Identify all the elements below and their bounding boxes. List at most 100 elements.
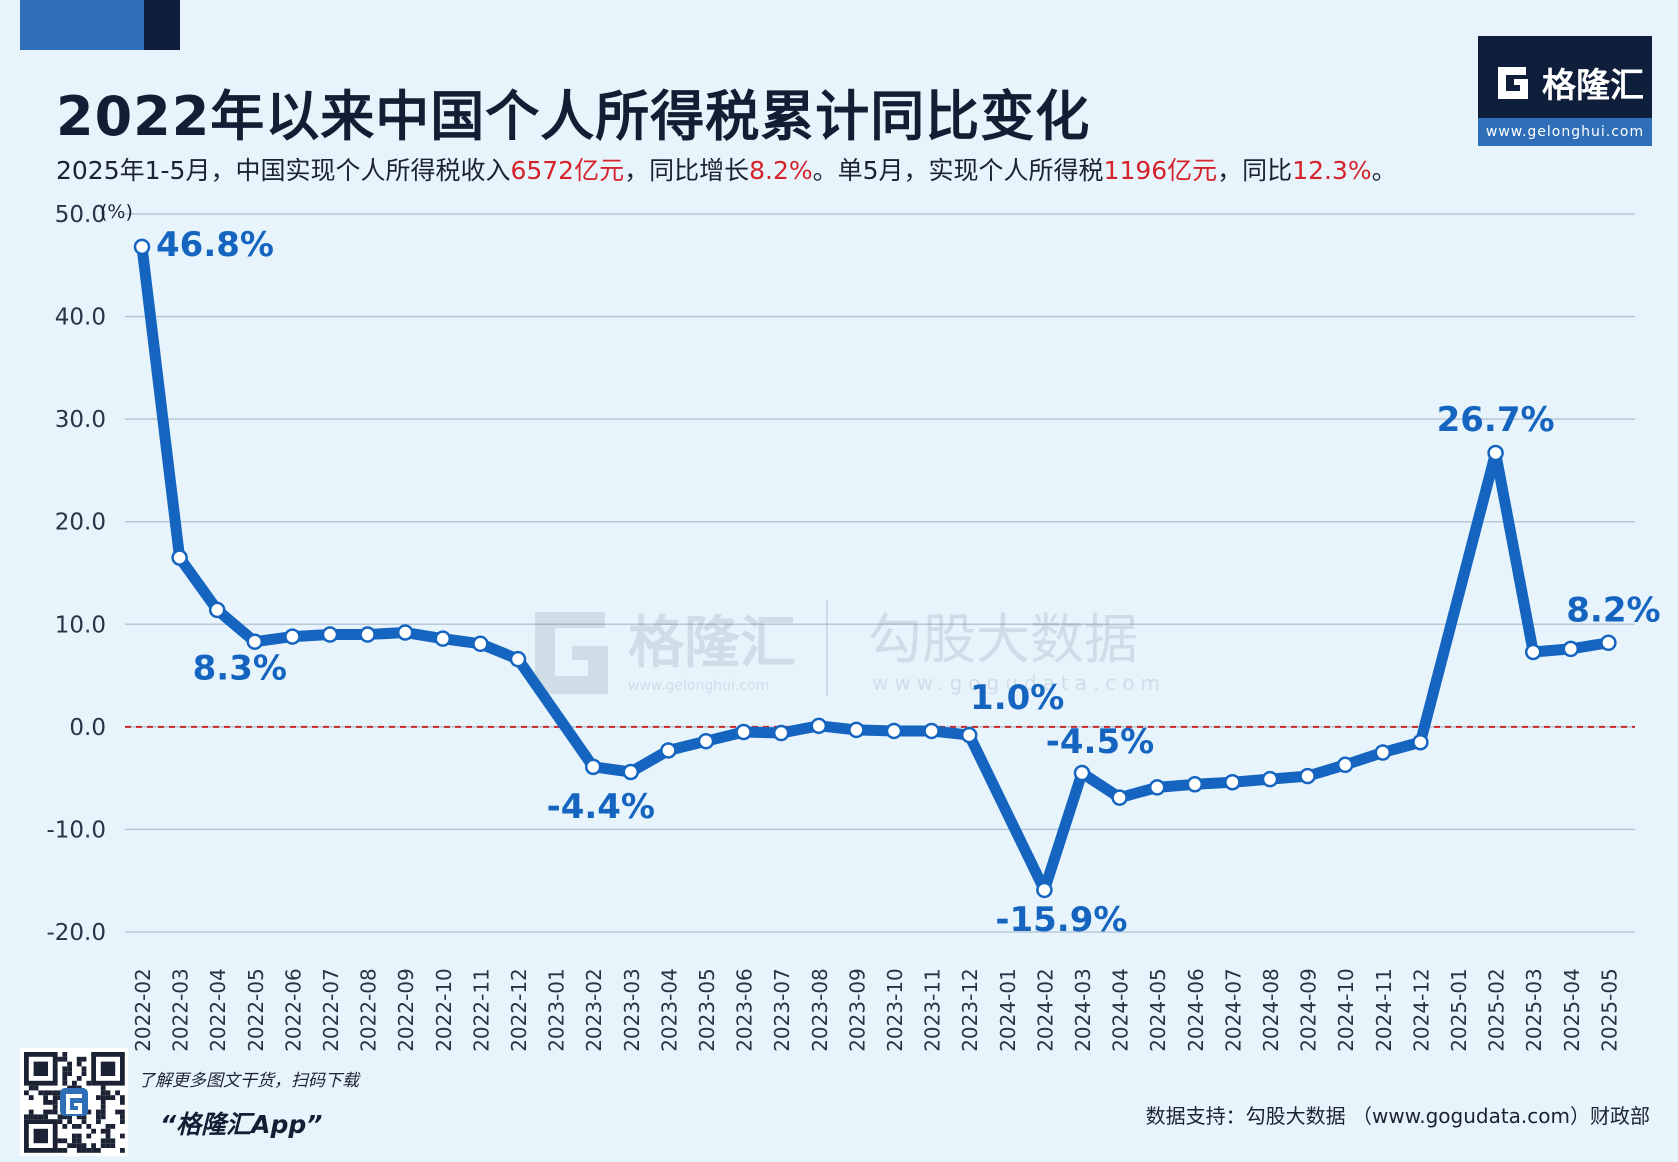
chart-subtitle: 2025年1-5月，中国实现个人所得税收入6572亿元，同比增长8.2%。单5月… (56, 156, 1397, 185)
data-point (509, 650, 527, 668)
x-tick-label: 2024-10 (1334, 968, 1358, 1052)
data-label: -4.5% (1046, 722, 1154, 762)
highlight-revenue: 6572亿元 (510, 156, 625, 185)
data-point (1336, 756, 1354, 774)
y-tick-label: 40.0 (55, 305, 106, 331)
x-tick-label: 2023-04 (657, 968, 681, 1052)
y-tick-label: 10.0 (55, 612, 106, 638)
grid-lines (125, 213, 1635, 933)
data-point (1148, 779, 1166, 796)
x-tick-label: 2024-08 (1259, 968, 1283, 1052)
data-point (923, 722, 940, 740)
qr-code-image (24, 1052, 125, 1153)
watermark-url2: www.gogudata.com (872, 671, 1166, 695)
data-point (772, 724, 790, 742)
header-accent-bar-dark (144, 0, 180, 50)
x-tick-label: 2023-01 (545, 968, 569, 1052)
x-tick-label: 2023-09 (845, 968, 869, 1052)
data-point (810, 717, 828, 735)
x-tick-label: 2022-04 (206, 968, 230, 1052)
data-point (246, 633, 264, 650)
x-tick-label: 2025-04 (1560, 968, 1584, 1052)
x-tick-label: 2023-07 (770, 968, 794, 1052)
x-tick-label: 2024-07 (1221, 968, 1245, 1052)
y-axis-unit: (%) (100, 201, 133, 223)
y-tick-label: 30.0 (55, 407, 106, 433)
data-point (1036, 881, 1053, 899)
logo-url: www.gelonghui.com (1478, 118, 1652, 146)
qr-code[interactable] (20, 1048, 128, 1156)
data-label: 46.8% (156, 225, 274, 265)
x-tick-label: 2025-02 (1485, 968, 1509, 1052)
data-source: 数据支持：勾股大数据 （www.gogudata.com）财政部 (1145, 1104, 1650, 1128)
data-point (321, 626, 339, 643)
data-label: 8.2% (1566, 591, 1660, 631)
x-tick-label: 2022-12 (507, 968, 531, 1052)
x-tick-label: 2022-08 (357, 968, 381, 1052)
x-tick-label: 2023-11 (921, 968, 945, 1052)
data-point (1562, 640, 1580, 658)
x-tick-label: 2023-12 (958, 968, 982, 1052)
x-tick-label: 2023-02 (582, 968, 606, 1052)
series-line (136, 241, 1614, 896)
x-tick-label: 2024-06 (1184, 968, 1208, 1052)
y-axis-ticks: 50.0 40.0 30.0 20.0 10.0 0.0 -10.0 -20.0 (46, 202, 106, 946)
x-tick-label: 2022-05 (244, 968, 268, 1052)
data-point (171, 549, 188, 566)
data-point (1412, 733, 1429, 751)
data-point (284, 628, 301, 645)
y-tick-label: -20.0 (46, 920, 106, 946)
data-point (697, 732, 715, 750)
highlight-may-growth: 12.3% (1292, 156, 1372, 185)
data-labels: 46.8% 8.3% -4.4% 1.0% -15.9% -4.5% 26.7% 8.2% (156, 225, 1661, 940)
data-point (960, 726, 978, 744)
x-tick-label: 2023-03 (620, 968, 644, 1052)
data-point (1261, 770, 1279, 788)
data-point (735, 723, 752, 741)
page-title: 2022年以来中国个人所得税累计同比变化 (56, 85, 1091, 148)
watermark-url1: www.gelonghui.com (628, 678, 769, 694)
data-label: 26.7% (1437, 400, 1555, 440)
x-tick-label: 2023-10 (883, 968, 907, 1052)
data-point (1600, 634, 1617, 651)
y-tick-label: 0.0 (69, 715, 106, 741)
x-tick-label: 2023-05 (695, 968, 719, 1052)
data-point (208, 601, 226, 619)
data-point (133, 238, 151, 256)
watermark-logo-icon (535, 612, 608, 694)
x-tick-label: 2024-11 (1372, 968, 1396, 1052)
x-tick-label: 2025-05 (1597, 968, 1621, 1052)
data-label: -4.4% (547, 787, 655, 827)
x-tick-label: 2022-03 (169, 968, 193, 1052)
gelonghui-logo-icon (1498, 66, 1528, 99)
x-tick-label: 2022-10 (432, 968, 456, 1052)
x-tick-label: 2022-07 (319, 968, 343, 1052)
x-tick-label: 2024-03 (1071, 968, 1095, 1052)
x-tick-label: 2023-06 (733, 968, 757, 1052)
x-tick-label: 2024-09 (1297, 968, 1321, 1052)
data-label: 8.3% (193, 649, 287, 689)
highlight-may-revenue: 1196亿元 (1103, 156, 1218, 185)
logo-name: 格隆汇 (1542, 66, 1644, 106)
data-point (660, 742, 677, 759)
x-tick-label: 2024-01 (996, 968, 1020, 1052)
data-point (885, 722, 903, 740)
data-point (1186, 776, 1204, 793)
data-point (396, 624, 414, 641)
data-point (359, 626, 376, 643)
watermark: 格隆汇 www.gelonghui.com 勾股大数据 www.gogudata… (535, 600, 1166, 696)
data-point (1073, 764, 1091, 782)
watermark-brand1: 格隆汇 (628, 611, 796, 676)
data-point (584, 758, 602, 776)
data-point (622, 763, 640, 781)
data-point (1487, 444, 1504, 462)
data-point (1524, 643, 1542, 661)
data-point (472, 635, 489, 653)
data-point (848, 721, 865, 739)
data-point (434, 630, 452, 647)
watermark-divider (826, 600, 828, 696)
x-tick-label: 2022-09 (394, 968, 418, 1052)
x-tick-label: 2024-02 (1033, 968, 1057, 1052)
data-label: 1.0% (970, 678, 1064, 718)
